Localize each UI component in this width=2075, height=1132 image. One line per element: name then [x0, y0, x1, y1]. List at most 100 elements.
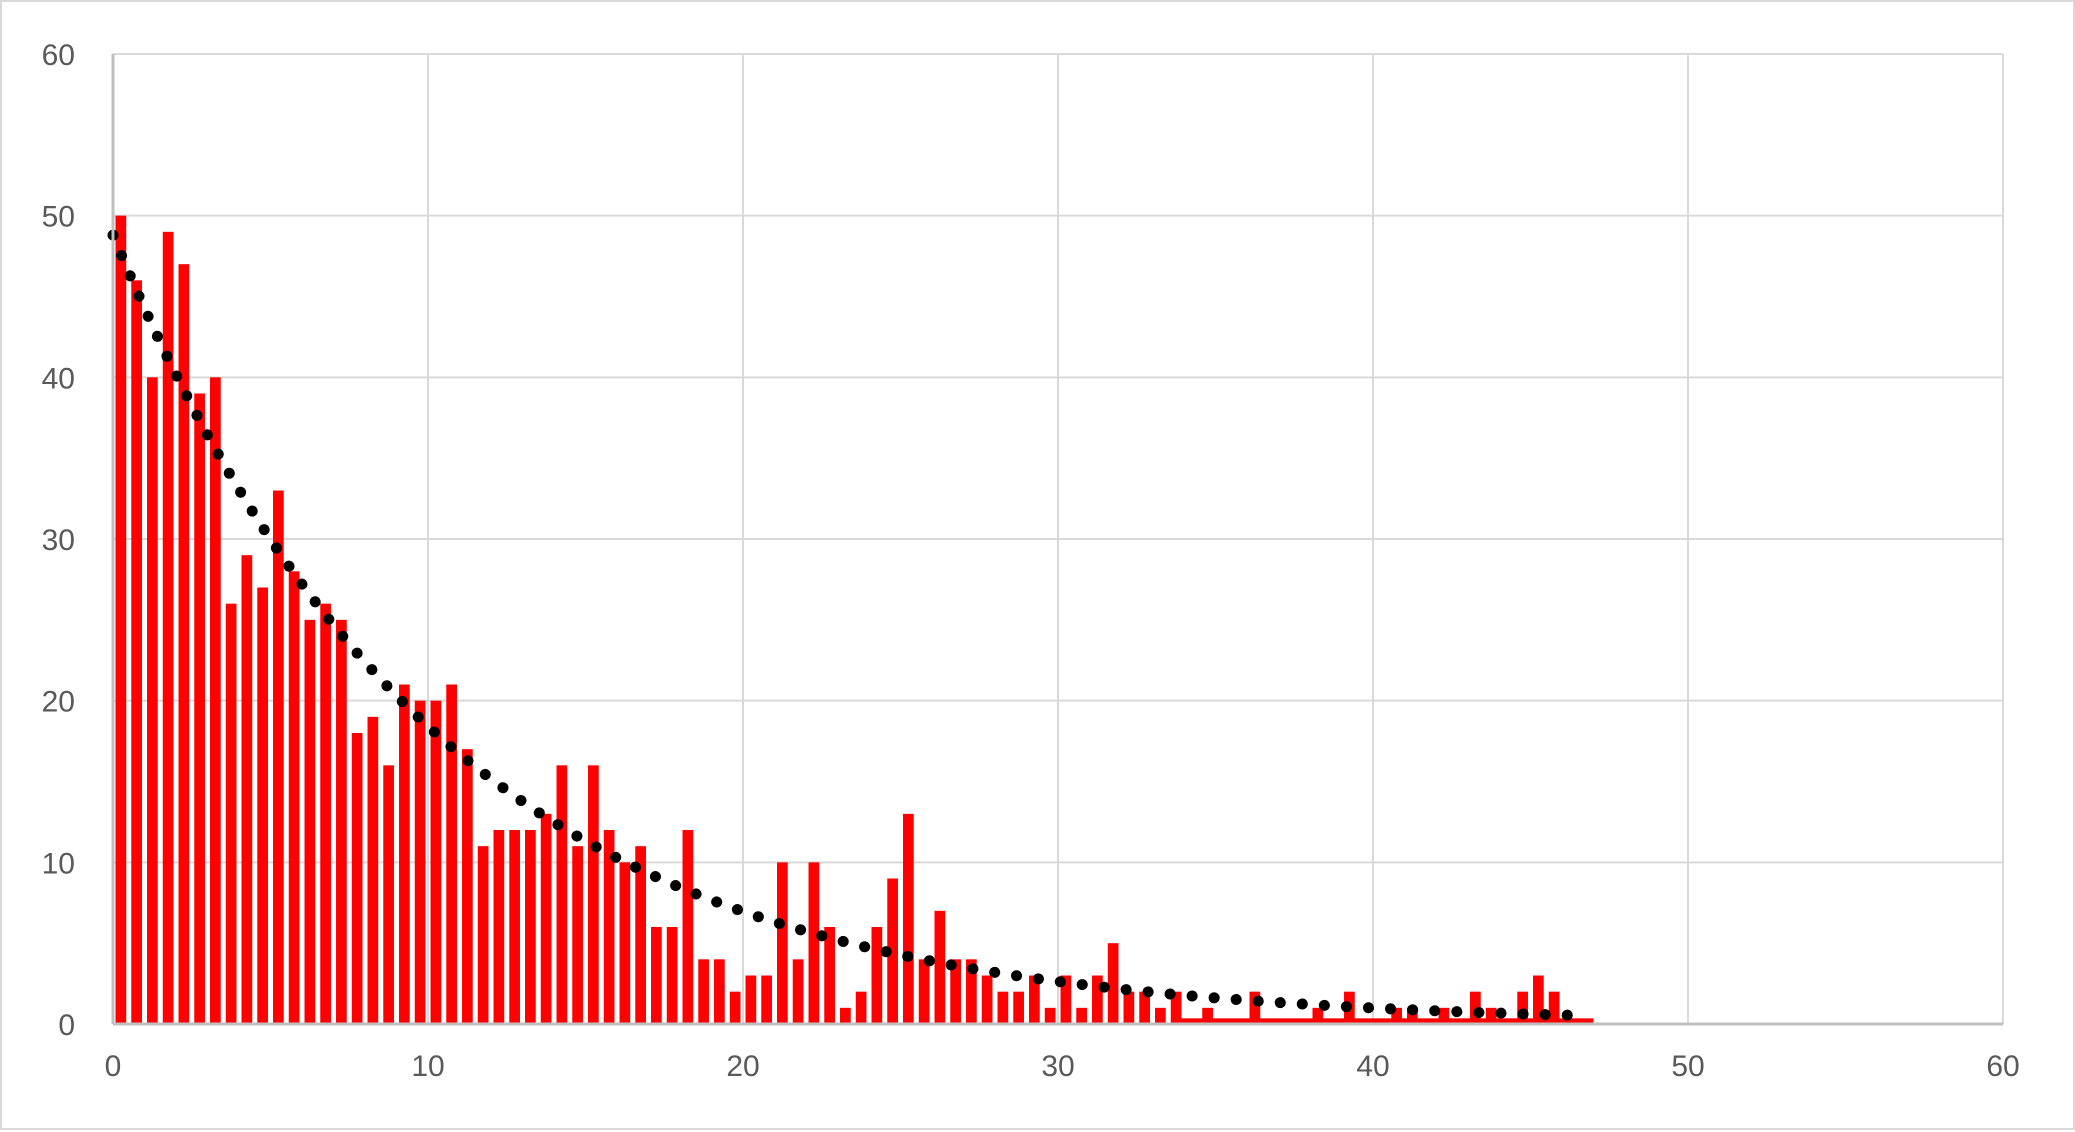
bar [1092, 975, 1103, 1024]
trendline [107, 229, 1584, 1021]
y-tick-label: 40 [42, 362, 75, 395]
bars [115, 215, 1594, 1025]
y-tick-label: 30 [42, 524, 75, 557]
x-tick-label: 40 [1356, 1050, 1389, 1083]
bar [477, 846, 489, 1024]
bar [178, 264, 190, 1025]
y-tick-label: 50 [42, 201, 75, 234]
bar [840, 1007, 851, 1024]
bar [115, 215, 127, 1024]
x-tick-label: 20 [726, 1050, 759, 1083]
bar [808, 862, 820, 1024]
bar [1485, 1007, 1497, 1024]
y-tick-labels: 0 10 20 30 40 50 60 [42, 39, 75, 1042]
bar [682, 830, 694, 1024]
bar [1517, 991, 1528, 1024]
bar [903, 813, 914, 1024]
y-tick-label: 10 [42, 847, 75, 880]
bar [336, 619, 347, 1024]
bar [1044, 1007, 1056, 1024]
bar [1076, 1007, 1087, 1024]
bar [1470, 991, 1481, 1024]
bar [509, 830, 520, 1024]
bar [525, 830, 536, 1024]
bar [950, 959, 961, 1024]
bar [761, 975, 772, 1024]
bar [635, 846, 646, 1024]
gridlines [112, 53, 2004, 1025]
bar [777, 862, 788, 1024]
x-tick-label: 60 [1986, 1050, 2019, 1083]
bar [651, 927, 662, 1024]
bar [745, 975, 757, 1024]
bar [225, 603, 237, 1024]
bar [588, 765, 599, 1024]
x-tick-label: 30 [1041, 1050, 1074, 1083]
bar [304, 619, 316, 1024]
bar [918, 959, 930, 1024]
x-tick-labels: 0 10 20 30 40 50 60 [105, 1050, 2020, 1083]
axes [111, 54, 2003, 1026]
bar [288, 571, 300, 1024]
y-tick-label: 60 [42, 39, 75, 72]
bar [367, 716, 379, 1024]
bar [446, 684, 457, 1024]
bar [981, 975, 993, 1024]
bar [1155, 1007, 1166, 1024]
bar [383, 765, 394, 1024]
bar [572, 846, 583, 1024]
bar [273, 490, 284, 1024]
bar [1202, 1007, 1213, 1024]
bar [540, 813, 552, 1024]
bar [603, 830, 615, 1024]
bar [1170, 991, 1182, 1024]
bar [210, 377, 221, 1024]
bar [714, 959, 725, 1024]
bar [729, 991, 741, 1024]
bar [147, 377, 158, 1024]
bar [320, 603, 331, 1024]
bar [666, 927, 678, 1024]
bar [194, 393, 205, 1024]
bar [792, 959, 804, 1024]
bar [1013, 991, 1024, 1024]
bar [430, 700, 442, 1024]
bar [351, 733, 363, 1024]
bar [1123, 991, 1135, 1024]
bar [1249, 991, 1261, 1024]
x-tick-label: 0 [105, 1050, 122, 1083]
bar [1533, 975, 1544, 1024]
bar [493, 830, 505, 1024]
bar [241, 555, 253, 1024]
bar [824, 927, 835, 1024]
bar [871, 927, 883, 1024]
bar [257, 587, 268, 1024]
bar [855, 991, 867, 1024]
bar [1139, 991, 1150, 1024]
bar [131, 280, 142, 1024]
y-tick-label: 0 [58, 1009, 75, 1042]
baseline-band [1176, 1018, 1594, 1024]
y-tick-label: 20 [42, 686, 75, 719]
bar [1107, 943, 1119, 1024]
bar [1312, 1007, 1324, 1024]
bar [1060, 975, 1072, 1024]
bar [997, 991, 1009, 1024]
x-tick-label: 50 [1671, 1050, 1704, 1083]
bar [1548, 991, 1560, 1024]
bar [162, 231, 174, 1025]
bar [966, 959, 977, 1024]
bar [934, 910, 946, 1024]
bar [399, 684, 410, 1024]
bar [556, 765, 568, 1024]
bar [1391, 1007, 1402, 1024]
bar [619, 862, 631, 1024]
bar [1438, 1007, 1450, 1024]
bar [414, 700, 426, 1024]
bar [698, 959, 709, 1024]
x-tick-label: 10 [411, 1050, 444, 1083]
bar [887, 878, 898, 1024]
bar [462, 749, 473, 1024]
